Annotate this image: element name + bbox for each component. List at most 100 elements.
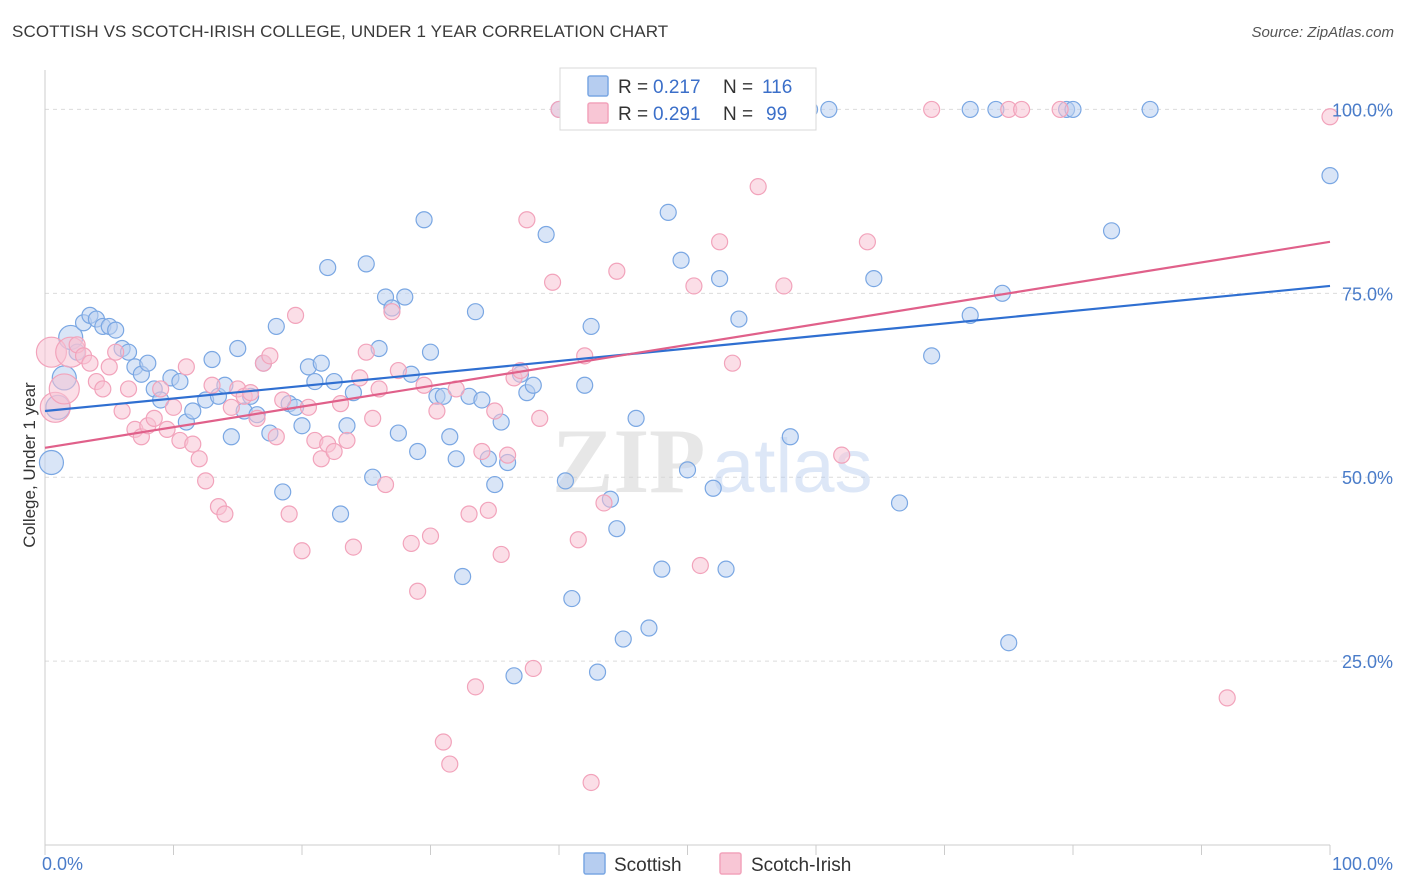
y-tick-label: 50.0% bbox=[1342, 468, 1393, 488]
scotch-irish-point bbox=[197, 472, 215, 490]
scottish-point bbox=[659, 203, 677, 222]
scotch-irish-point bbox=[409, 582, 427, 600]
bottom-legend-swatch-scottish bbox=[583, 852, 606, 875]
scotch-irish-point bbox=[434, 733, 452, 751]
scotch-irish-point bbox=[569, 531, 587, 549]
scottish-point bbox=[434, 387, 452, 405]
scottish-point bbox=[923, 347, 941, 365]
scotch-irish-point bbox=[923, 100, 941, 119]
x-tick-label-min: 0.0% bbox=[42, 854, 83, 874]
scotch-irish-point bbox=[749, 178, 767, 196]
scotch-irish-point bbox=[94, 380, 112, 398]
scotch-irish-point bbox=[473, 442, 491, 461]
scottish-point bbox=[338, 417, 356, 435]
scotch-irish-point bbox=[524, 659, 542, 678]
legend-r-label-2: R = bbox=[618, 104, 648, 125]
scotch-irish-point bbox=[383, 303, 401, 321]
scotch-irish-trend-line bbox=[44, 240, 1331, 449]
scotch-irish-point bbox=[48, 373, 80, 405]
y-tick-label: 75.0% bbox=[1342, 284, 1393, 304]
gridlines bbox=[45, 108, 1392, 662]
trend-lines bbox=[44, 240, 1331, 449]
scottish-point bbox=[229, 339, 247, 358]
x-tick-label-max: 100.0% bbox=[1332, 854, 1393, 874]
scotch-irish-point bbox=[357, 343, 375, 361]
scotch-irish-point bbox=[222, 398, 240, 416]
scotch-irish-point bbox=[723, 354, 742, 372]
legend-n-value-1: 116 bbox=[762, 77, 792, 98]
scotch-irish-point bbox=[100, 358, 118, 376]
scottish-point bbox=[890, 494, 909, 512]
scottish-point bbox=[556, 472, 575, 490]
scottish-point bbox=[653, 560, 671, 578]
scotch-irish-point bbox=[274, 391, 292, 409]
scotch-irish-point bbox=[543, 273, 562, 291]
scotch-irish-point bbox=[492, 545, 510, 564]
scotch-irish-point bbox=[428, 402, 446, 420]
scottish-point bbox=[711, 270, 729, 288]
scotch-irish-point bbox=[338, 431, 356, 450]
bottom-legend-scottish: Scottish bbox=[614, 855, 682, 876]
scottish-point bbox=[466, 303, 485, 321]
scottish-point bbox=[704, 479, 722, 497]
scotch-irish-point bbox=[499, 446, 517, 464]
scottish-point bbox=[306, 372, 324, 391]
legend-n-label-1: N = bbox=[723, 77, 753, 98]
scotch-irish-point bbox=[113, 402, 131, 420]
scottish-point bbox=[447, 450, 465, 468]
scotch-irish-point bbox=[595, 494, 613, 512]
scotch-irish-point bbox=[1012, 100, 1031, 119]
scotch-irish-point bbox=[107, 343, 125, 361]
y-tick-label: 25.0% bbox=[1342, 652, 1393, 672]
scottish-point bbox=[563, 589, 581, 608]
scotch-irish-point bbox=[81, 354, 99, 372]
scottish-point bbox=[717, 560, 735, 578]
legend-r-label-1: R = bbox=[618, 77, 648, 98]
scotch-irish-point bbox=[775, 277, 793, 295]
scotch-irish-point bbox=[351, 369, 369, 387]
scotch-irish-point bbox=[460, 505, 478, 523]
legend-r-value-1: 0.217 bbox=[653, 77, 701, 98]
scotch-irish-point bbox=[203, 376, 221, 394]
bottom-legend: Scottish Scotch-Irish bbox=[583, 852, 851, 876]
data-points bbox=[35, 100, 1339, 792]
scottish-point bbox=[820, 100, 838, 119]
y-tick-label: 100.0% bbox=[1332, 100, 1393, 120]
scotch-irish-point bbox=[421, 527, 440, 545]
scotch-irish-point bbox=[479, 501, 497, 519]
scottish-point bbox=[678, 461, 697, 479]
scotch-irish-point bbox=[608, 262, 626, 280]
legend-n-value-2: 99 bbox=[766, 104, 787, 125]
scotch-irish-point bbox=[331, 395, 350, 413]
bottom-legend-scotch-irish: Scotch-Irish bbox=[751, 855, 851, 876]
scotch-irish-point bbox=[518, 211, 536, 229]
bottom-legend-swatch-scotch-irish bbox=[719, 852, 742, 875]
legend-n-label-2: N = bbox=[723, 104, 753, 125]
scottish-point bbox=[331, 505, 350, 523]
scottish-point bbox=[781, 428, 799, 446]
scottish-point bbox=[184, 402, 202, 420]
scotch-irish-point bbox=[190, 450, 208, 468]
scotch-irish-point bbox=[184, 435, 202, 453]
scotch-irish-point bbox=[177, 358, 195, 376]
watermark-zip: ZIP bbox=[552, 410, 705, 512]
scottish-point bbox=[961, 306, 979, 324]
scotch-irish-point bbox=[261, 347, 279, 365]
scottish-point bbox=[267, 317, 285, 336]
scotch-irish-point bbox=[402, 534, 420, 553]
y-axis-title: College, Under 1 year bbox=[20, 382, 39, 548]
scotch-irish-point bbox=[280, 505, 298, 523]
scottish-point bbox=[1102, 222, 1121, 240]
scottish-point bbox=[171, 372, 189, 391]
scotch-irish-point bbox=[1321, 108, 1339, 126]
scotch-irish-point bbox=[216, 505, 234, 523]
scotch-irish-point bbox=[119, 380, 138, 398]
scotch-irish-point bbox=[152, 380, 170, 398]
scottish-point bbox=[293, 417, 311, 435]
legend-swatch-scottish bbox=[587, 75, 609, 97]
scottish-point bbox=[582, 317, 600, 336]
scotch-irish-point bbox=[441, 755, 459, 773]
scotch-irish-point bbox=[486, 402, 504, 420]
scottish-point bbox=[961, 100, 979, 119]
scottish-point bbox=[576, 376, 594, 394]
